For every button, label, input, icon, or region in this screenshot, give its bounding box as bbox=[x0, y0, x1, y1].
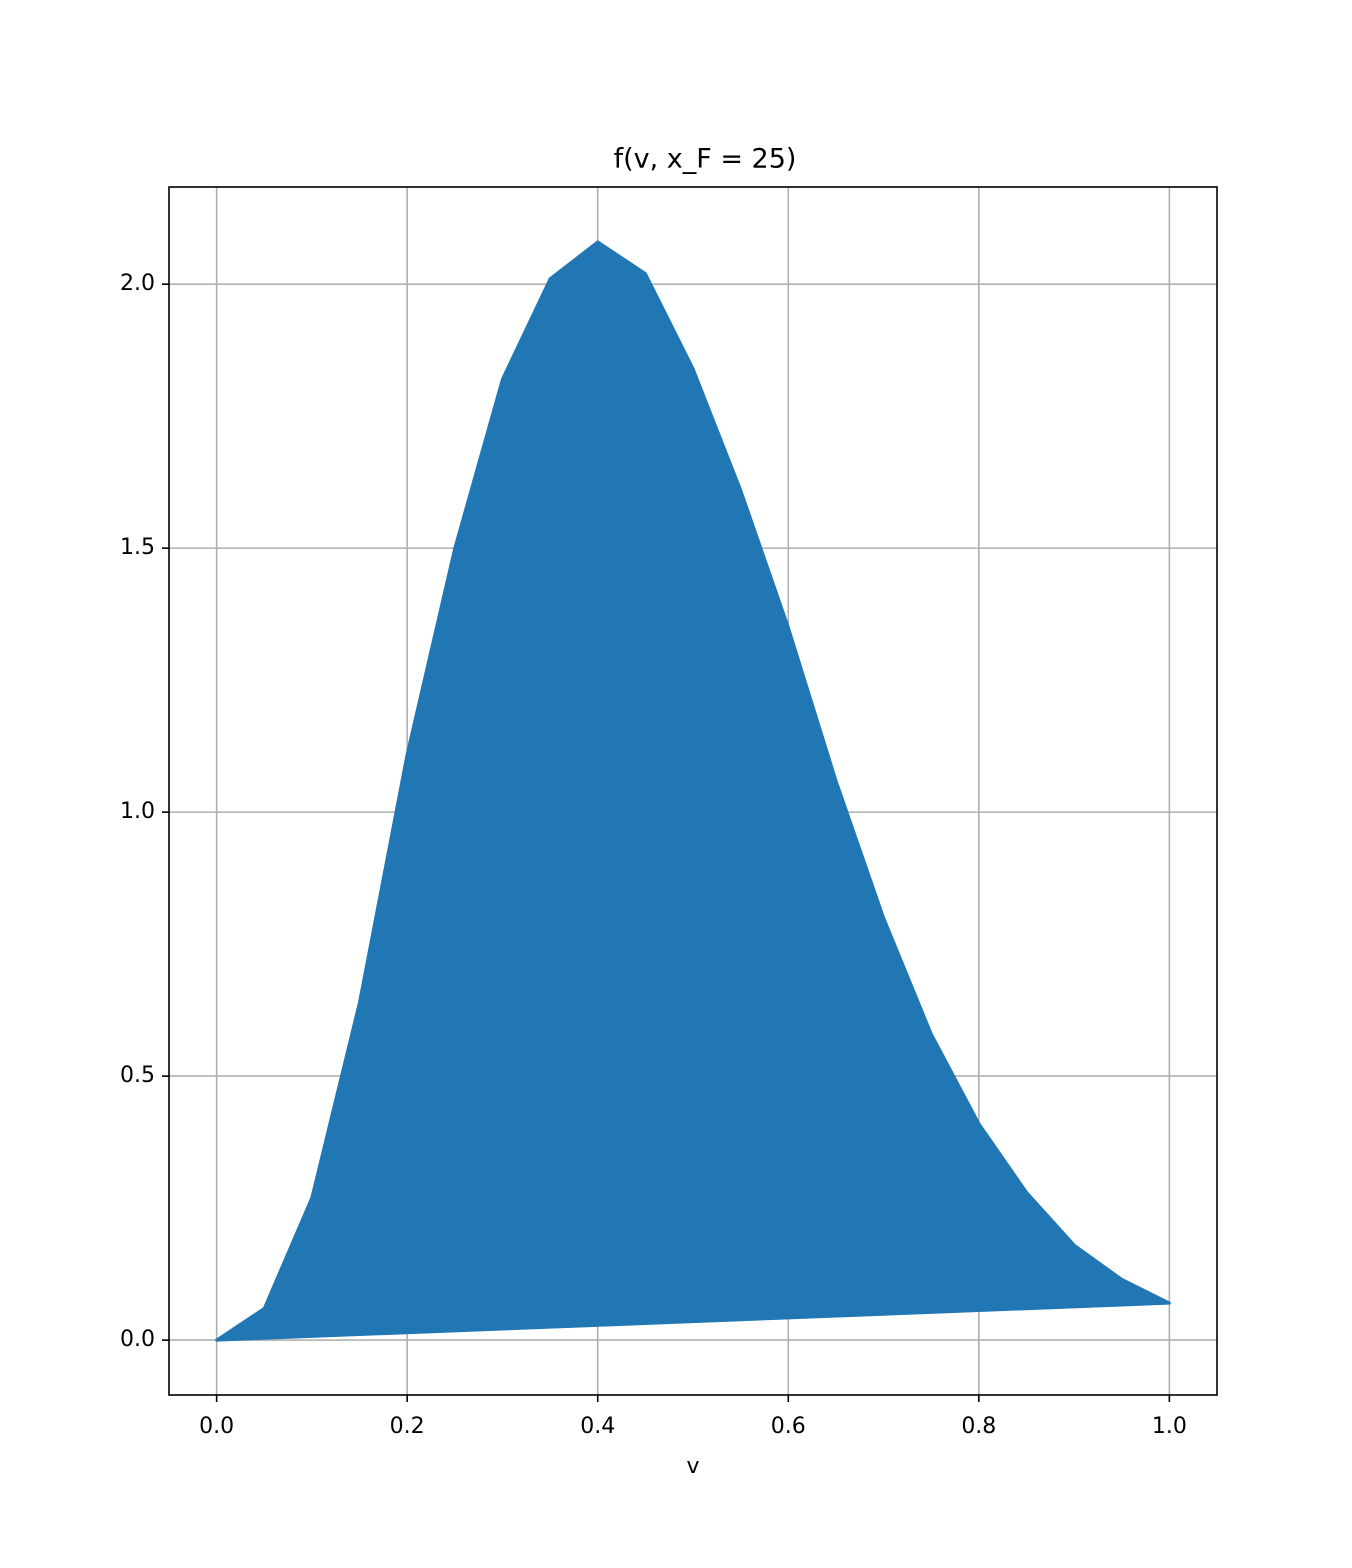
x-axis-label: v bbox=[686, 1454, 699, 1479]
x-tick-label: 0.6 bbox=[771, 1414, 806, 1439]
y-tick-label: 1.0 bbox=[120, 799, 155, 824]
y-tick-label: 1.5 bbox=[120, 535, 155, 560]
y-tick-label: 0.5 bbox=[120, 1063, 155, 1088]
plot-frame bbox=[168, 186, 1218, 1396]
x-tick-label: 0.4 bbox=[580, 1414, 615, 1439]
x-tick-label: 0.8 bbox=[961, 1414, 996, 1439]
x-tick-label: 1.0 bbox=[1152, 1414, 1187, 1439]
chart-title: f(v, x_F = 25) bbox=[614, 144, 797, 175]
filled-area bbox=[215, 240, 1171, 1342]
x-tick-label: 0.2 bbox=[390, 1414, 425, 1439]
x-tick-label: 0.0 bbox=[199, 1414, 234, 1439]
y-tick-label: 2.0 bbox=[120, 271, 155, 296]
y-tick-label: 0.0 bbox=[120, 1327, 155, 1352]
